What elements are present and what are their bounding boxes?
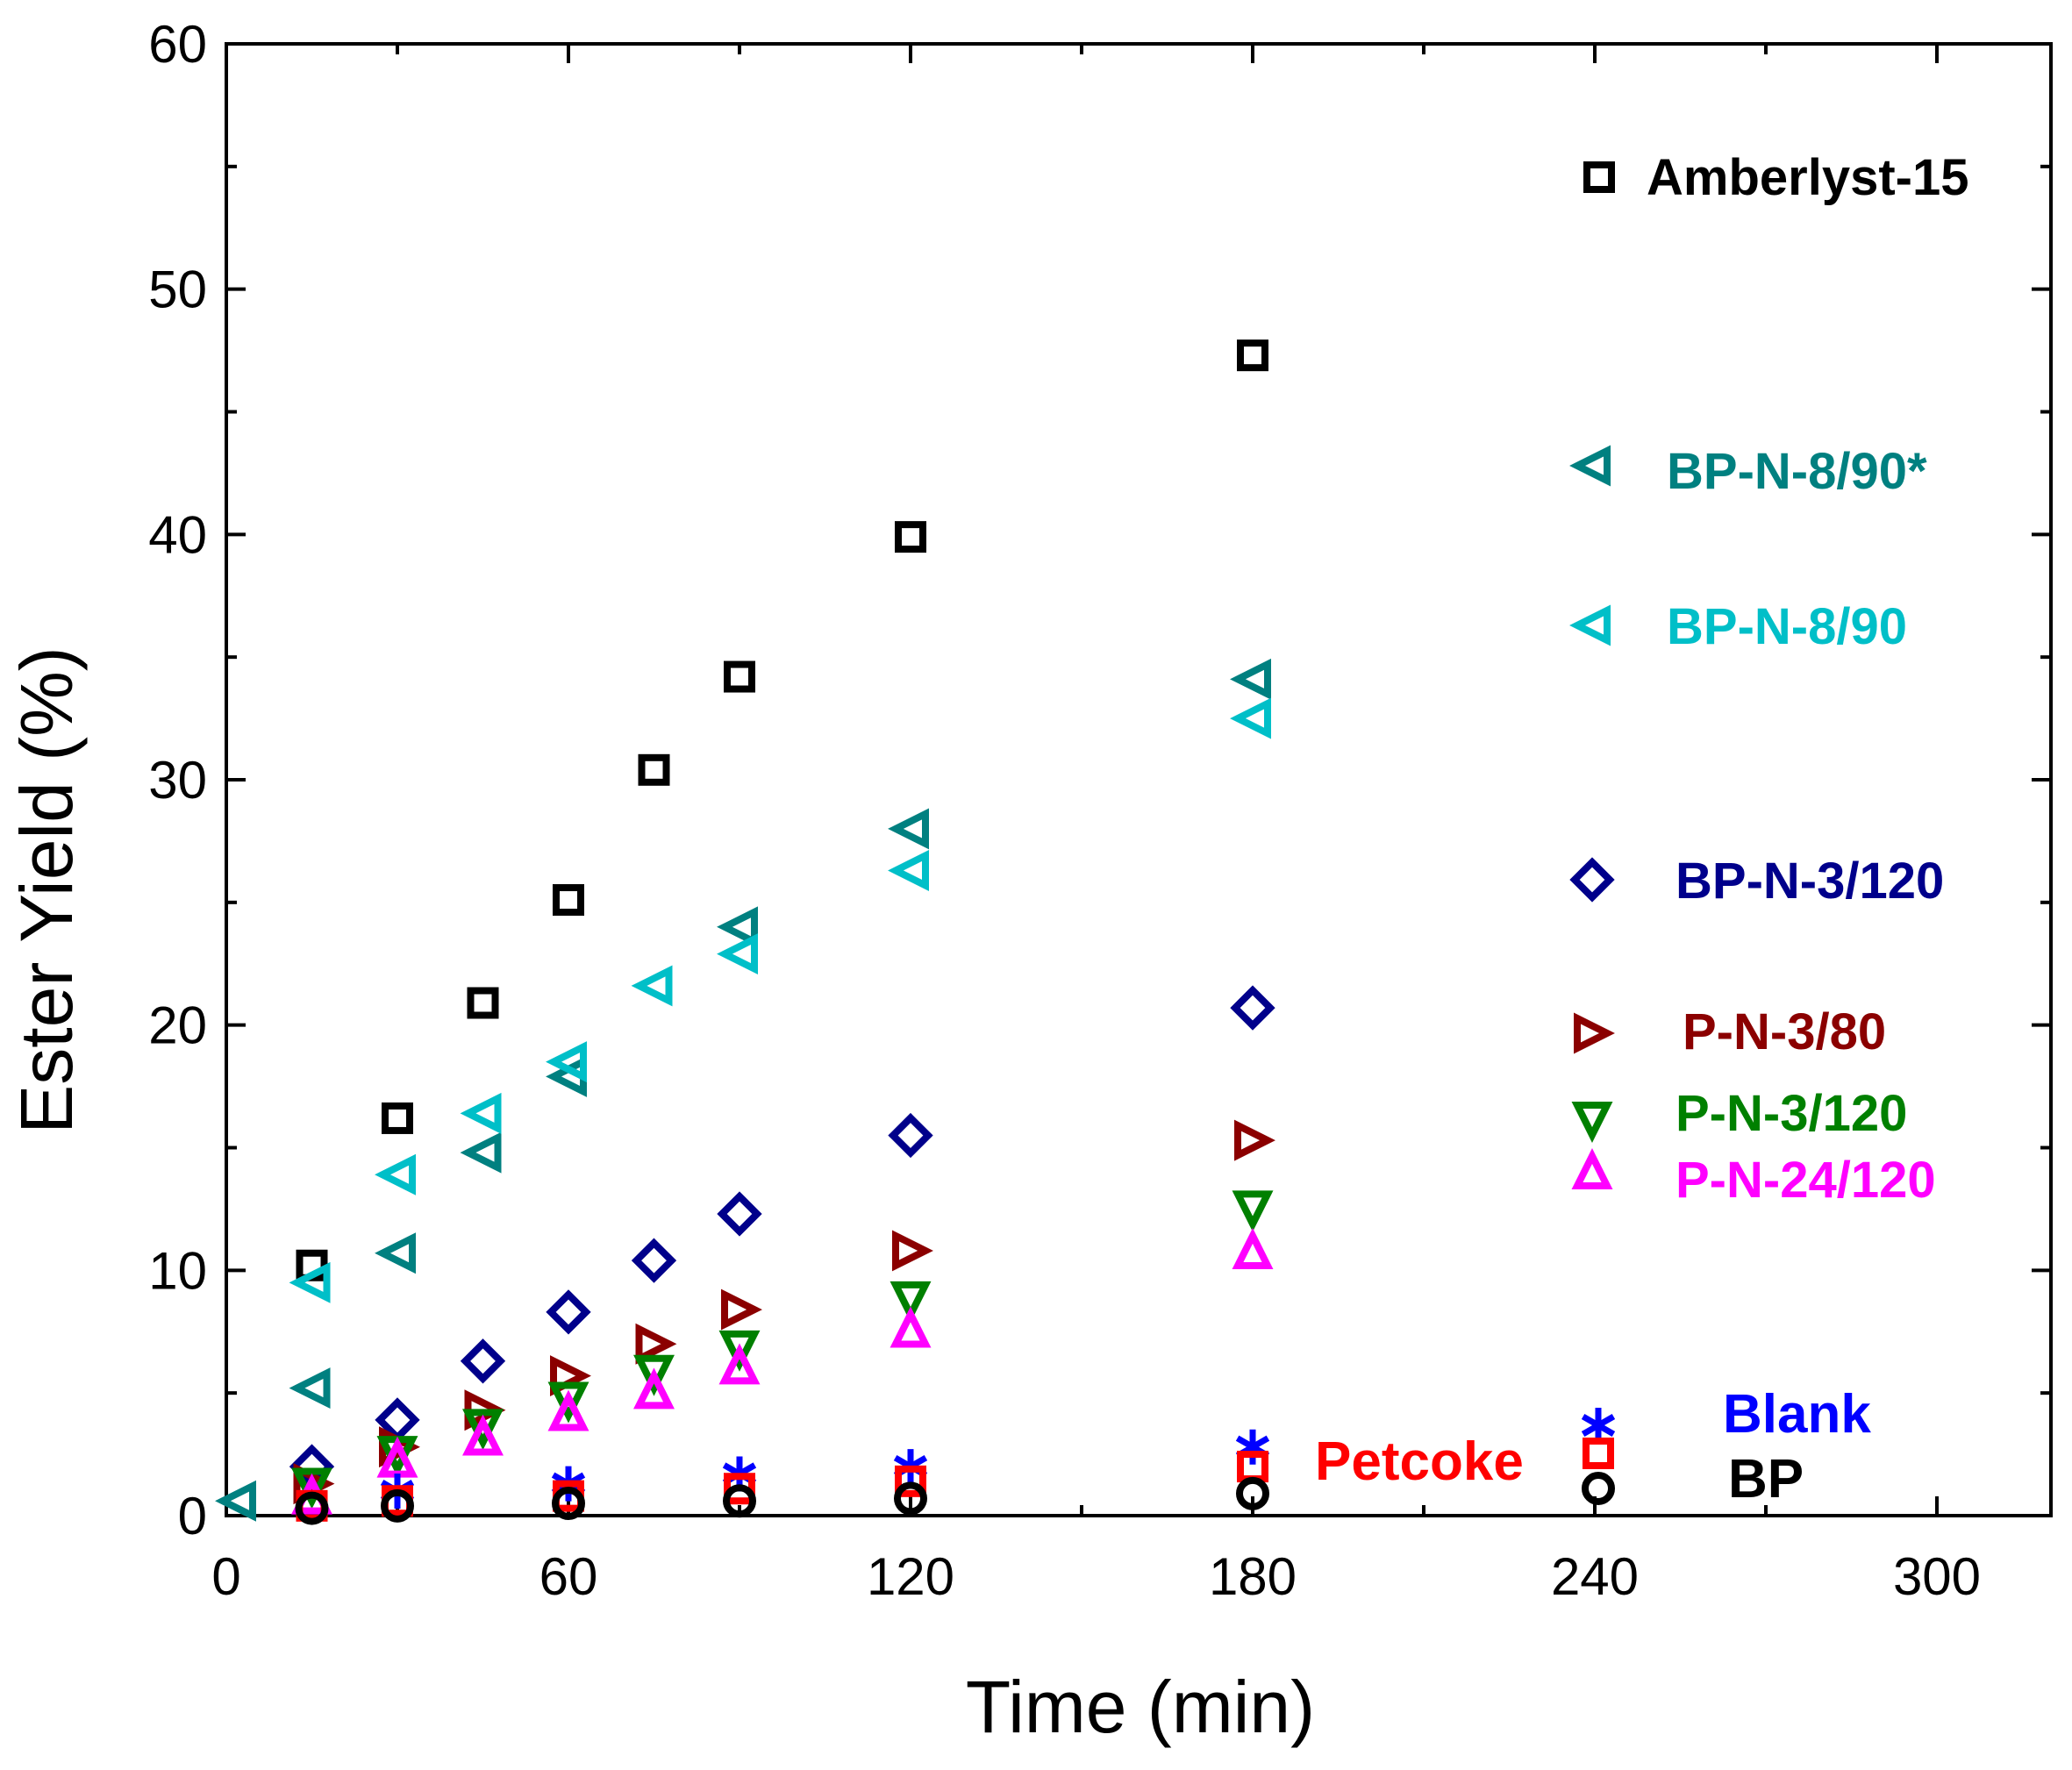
legend-label-bp: BP: [1728, 1449, 1804, 1509]
data-point-bp: [552, 1487, 585, 1521]
plot-frame: [225, 42, 2053, 1517]
data-point-bp-n-3-120: [1230, 985, 1275, 1031]
data-point-p-n-3-120: [291, 1467, 332, 1509]
data-point-amberlyst-15: [895, 521, 926, 553]
data-point-p-n-3-120: [718, 1330, 761, 1372]
axes-layer: 0 60 120 180 240 300 0 10 20 30 40 50 60: [148, 15, 2053, 1606]
y-axis-title: Ester Yield (%): [5, 646, 88, 1134]
x-tick-label: 180: [1209, 1547, 1297, 1606]
y-tick-label: 50: [148, 261, 207, 319]
x-tick-label: 60: [539, 1547, 598, 1606]
legend-marker-bp-n-8-90: [1569, 445, 1611, 487]
data-point-p-n-3-80: [1234, 1119, 1275, 1161]
legend-label-p-n-3-80: P-N-3/80: [1683, 1003, 1886, 1060]
y-tick-label: 0: [178, 1487, 207, 1545]
data-point-bp-n-8-90: [1230, 658, 1271, 700]
legend-layer: Amberlyst-15 BP-N-8/90* BP-N-8/90 BP-N-3/12…: [1315, 149, 1968, 1509]
data-point-p-n-3-120: [1232, 1190, 1274, 1232]
legend-label-petcoke: Petcoke: [1315, 1431, 1524, 1492]
legend-marker-petcoke: [1583, 1438, 1614, 1469]
legend-label-bp-n-3-120: BP-N-3/120: [1675, 853, 1944, 910]
y-tick-label: 20: [148, 996, 207, 1055]
data-point-bp-n-8-90: [1230, 697, 1271, 739]
x-tick-label: 240: [1551, 1547, 1639, 1606]
data-point-bp-n-8-90: [888, 808, 929, 850]
data-point-bp: [1236, 1476, 1269, 1510]
data-point-bp-n-3-120: [460, 1338, 506, 1384]
data-point-p-n-24-120: [890, 1306, 932, 1348]
data-point-petcoke: [895, 1465, 926, 1497]
data-point-bp: [381, 1488, 414, 1523]
data-point-bp-n-8-90: [215, 1480, 256, 1522]
data-point-bp-n-8-90: [289, 1261, 331, 1303]
data-point-bp-n-8-90: [460, 1092, 502, 1134]
legend-label-bp-n-8-90: BP-N-8/90*: [1667, 443, 1927, 500]
data-point-amberlyst-15: [724, 660, 755, 693]
x-tick-label: 120: [867, 1547, 954, 1606]
legend-marker-p-n-3-120: [1571, 1102, 1613, 1143]
legend-marker-bp-n-8-90: [1569, 604, 1611, 646]
legend-marker-p-n-3-80: [1574, 1012, 1615, 1054]
data-point-amberlyst-15: [467, 987, 499, 1019]
data-point-p-n-3-80: [892, 1230, 933, 1272]
data-point-bp-n-8-90: [888, 850, 929, 891]
data-point-bp-n-8-90: [717, 906, 758, 948]
legend-marker-blank: [1581, 1408, 1616, 1443]
data-point-bp-n-3-120: [546, 1289, 591, 1335]
data-point-p-n-24-120: [547, 1389, 589, 1431]
legend-label-bp-n-8-90: BP-N-8/90: [1667, 598, 1907, 655]
data-point-p-n-3-80: [635, 1323, 677, 1365]
data-point-amberlyst-15: [553, 884, 584, 917]
data-point-p-n-3-120: [633, 1354, 675, 1396]
y-tick-label: 40: [148, 505, 207, 564]
marks-layer: [215, 339, 1275, 1525]
data-point-bp: [723, 1484, 756, 1518]
data-point-amberlyst-15: [382, 1102, 413, 1134]
legend-label-p-n-3-120: P-N-3/120: [1675, 1085, 1907, 1142]
y-tick-label: 30: [148, 751, 207, 810]
data-point-p-n-3-120: [890, 1281, 932, 1323]
data-point-bp-n-8-90: [546, 1041, 587, 1083]
data-point-amberlyst-15: [1237, 339, 1268, 372]
data-point-bp: [295, 1491, 329, 1525]
data-point-bp-n-8-90: [375, 1232, 416, 1274]
data-point-bp: [894, 1481, 927, 1516]
data-point-bp-n-3-120: [631, 1238, 677, 1283]
x-tick-label: 0: [211, 1547, 240, 1606]
legend-marker-bp-n-3-120: [1569, 857, 1615, 903]
legend-marker-bp: [1582, 1472, 1615, 1505]
legend-label-amberlyst-15: Amberlyst-15: [1647, 149, 1968, 206]
data-point-p-n-3-120: [547, 1381, 589, 1424]
x-axis-title: Time (min): [966, 1666, 1315, 1748]
legend-label-p-n-24-120: P-N-24/120: [1675, 1152, 1936, 1209]
data-point-p-n-3-80: [721, 1288, 762, 1331]
data-point-p-n-24-120: [718, 1343, 761, 1385]
data-point-bp-n-3-120: [717, 1191, 762, 1237]
y-tick-label: 10: [148, 1241, 207, 1300]
data-point-bp-n-8-90: [289, 1367, 331, 1410]
data-point-bp-n-8-90: [717, 933, 758, 975]
data-point-bp-n-8-90: [631, 965, 673, 1007]
legend-label-blank: Blank: [1723, 1384, 1871, 1445]
data-point-p-n-24-120: [1232, 1228, 1274, 1269]
data-point-bp-n-3-120: [888, 1112, 933, 1159]
data-point-bp-n-8-90: [375, 1153, 416, 1195]
legend-marker-p-n-24-120: [1571, 1148, 1613, 1189]
data-point-petcoke: [724, 1473, 755, 1505]
data-point-bp-n-8-90: [460, 1131, 502, 1174]
data-point-p-n-3-120: [462, 1409, 504, 1451]
data-point-p-n-24-120: [462, 1414, 504, 1456]
data-point-amberlyst-15: [638, 753, 670, 786]
legend-marker-amberlyst-15: [1583, 161, 1615, 193]
y-tick-label: 60: [148, 15, 207, 74]
data-point-p-n-24-120: [633, 1367, 675, 1410]
x-tick-label: 300: [1893, 1547, 1981, 1606]
